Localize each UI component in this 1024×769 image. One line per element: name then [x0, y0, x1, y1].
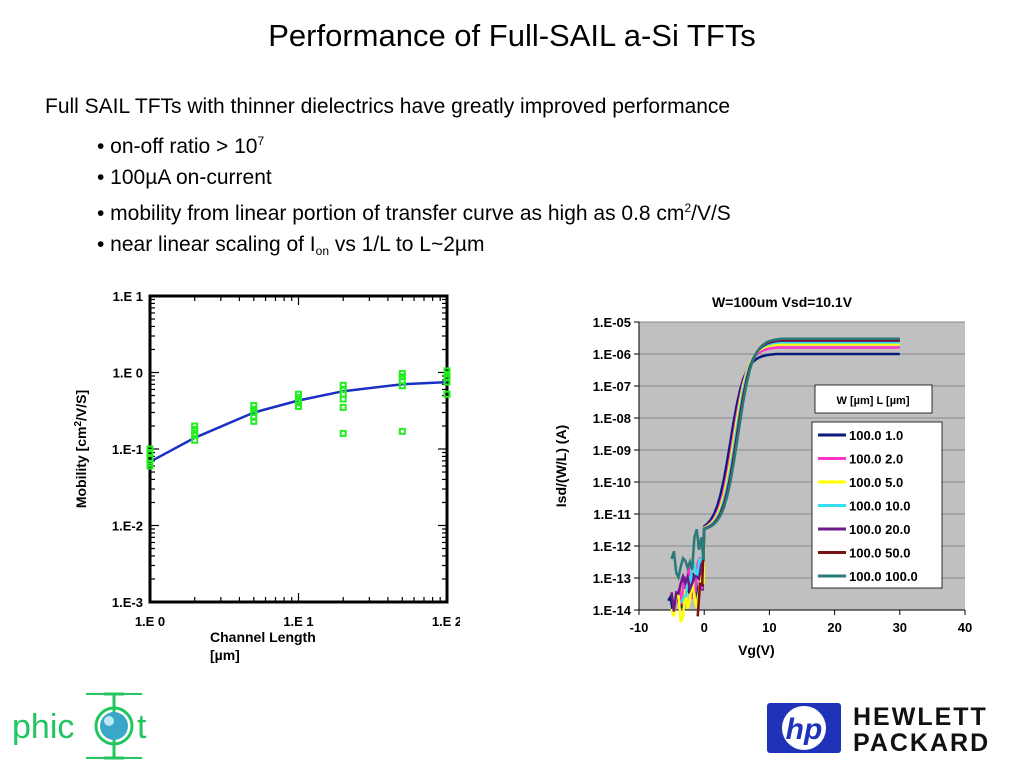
legend-label: 100.0 20.0 — [849, 522, 910, 537]
y-tick-label: 1.E-2 — [112, 519, 143, 534]
data-point — [443, 378, 451, 386]
x-tick-label: 30 — [893, 620, 907, 635]
data-point — [250, 402, 258, 410]
data-point — [443, 390, 451, 398]
svg-text:HEWLETT: HEWLETT — [853, 703, 988, 731]
y-tick-label: 1.E-12 — [593, 539, 631, 554]
legend-label: 100.0 2.0 — [849, 452, 903, 467]
x-tick-label: 0 — [701, 620, 708, 635]
bullet-item: • 100µA on-current — [97, 166, 272, 189]
legend-header-box — [814, 384, 933, 414]
y-tick-label: 1.E-1 — [112, 442, 143, 457]
data-point — [339, 395, 347, 403]
phicot-logo: phic t — [12, 686, 162, 764]
bullet-item: • near linear scaling of Ion vs 1/L to L… — [97, 233, 485, 258]
data-point — [250, 417, 258, 425]
data-point — [398, 382, 406, 390]
x-tick-label: 1.E 2 — [432, 614, 460, 629]
y-tick-label: 1.E-3 — [112, 595, 143, 610]
transfer-curve-chart: W=100um Vsd=10.1V 1.E-05 1.E-06 1.E-07 1.E-0… — [553, 294, 972, 658]
data-point — [398, 427, 406, 435]
y-tick-label: 1.E 1 — [113, 289, 143, 304]
data-point — [146, 462, 154, 470]
svg-text:t: t — [137, 708, 147, 746]
y-tick-label: 1.E-13 — [593, 571, 631, 586]
svg-text:hp: hp — [786, 713, 823, 746]
y-axis-label: Mobility [cm2/V/S] — [73, 390, 89, 508]
x-tick-label: 10 — [762, 620, 776, 635]
series-line — [670, 337, 900, 582]
slide-intro: Full SAIL TFTs with thinner dielectrics … — [45, 95, 731, 118]
y-tick-label: 1.E-10 — [593, 475, 631, 490]
data-point — [339, 403, 347, 411]
chart-title: W=100um Vsd=10.1V — [712, 294, 853, 310]
y-tick-label: 1.E-06 — [593, 347, 631, 362]
legend-label: 100.0 100.0 — [849, 569, 918, 584]
data-point — [443, 370, 451, 378]
x-tick-label: 40 — [958, 620, 972, 635]
x-axis-label: Vg(V) — [738, 642, 775, 658]
svg-text:PACKARD: PACKARD — [853, 729, 990, 756]
y-tick-label: 1.E-08 — [593, 411, 631, 426]
data-point — [191, 422, 199, 430]
data-point — [191, 436, 199, 444]
data-point — [339, 429, 347, 437]
x-tick-label: 1.E 0 — [135, 614, 165, 629]
legend-label: 100.0 50.0 — [849, 546, 910, 561]
y-tick-label: 1.E-14 — [593, 603, 632, 618]
y-axis-label: Isd/(W/L) (A) — [553, 425, 569, 507]
legend-title: W [µm] L [µm] — [837, 395, 910, 407]
data-point — [191, 425, 199, 433]
y-tick-label: 1.E 0 — [113, 366, 143, 381]
data-point — [146, 445, 154, 453]
bullet-list: • on-off ratio > 107 • 100µA on-current … — [97, 126, 731, 267]
legend-label: 100.0 10.0 — [849, 499, 910, 514]
data-point — [146, 449, 154, 457]
plot-frame — [148, 294, 449, 604]
x-tick-label: 20 — [827, 620, 841, 635]
bullet-item: • mobility from linear portion of transf… — [97, 201, 731, 225]
y-tick-label: 1.E-07 — [593, 379, 631, 394]
legend-label: 100.0 1.0 — [849, 428, 903, 443]
legend-label: 100.0 5.0 — [849, 475, 903, 490]
data-point — [295, 399, 302, 407]
x-tick-label: 1.E 1 — [283, 614, 313, 629]
y-tick-label: 1.E-05 — [593, 315, 631, 330]
x-axis-label: [µm] — [210, 647, 240, 663]
y-tick-label: 1.E-09 — [593, 443, 631, 458]
globe-icon — [100, 712, 128, 740]
hewlett-packard-logo: hp HEWLETT PACKARD — [765, 700, 1010, 757]
data-point — [295, 402, 302, 410]
slide-title: Performance of Full-SAIL a-Si TFTs — [268, 18, 756, 53]
mobility-chart: 1.E 1 1.E 0 1.E-1 1.E-2 1.E-3 1.E 0 1.E 1 1.E 2… — [73, 289, 460, 663]
x-tick-label: -10 — [630, 620, 649, 635]
bullet-item: • on-off ratio > 107 — [97, 134, 265, 158]
y-tick-label: 1.E-11 — [593, 507, 631, 522]
x-axis-label: Channel Length — [210, 629, 316, 645]
series-line — [667, 352, 900, 613]
logo-text: phic — [12, 708, 74, 746]
